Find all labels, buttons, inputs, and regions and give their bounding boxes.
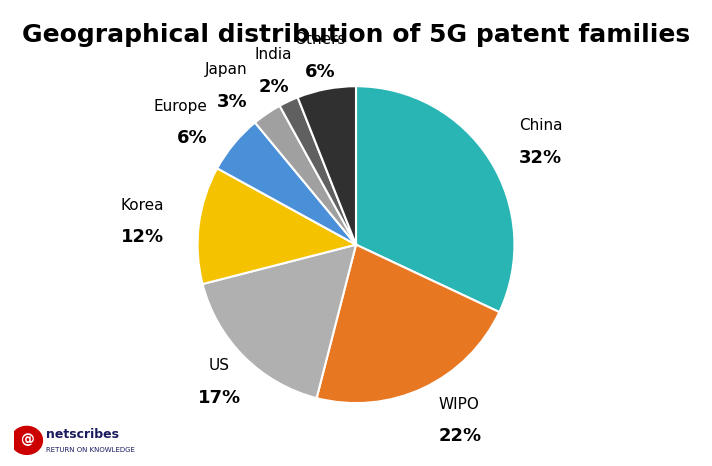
Text: India: India	[255, 47, 293, 62]
Text: RETURN ON KNOWLEDGE: RETURN ON KNOWLEDGE	[46, 447, 135, 453]
Text: 3%: 3%	[216, 93, 247, 111]
Text: WIPO: WIPO	[439, 397, 479, 411]
Wedge shape	[280, 97, 356, 245]
Wedge shape	[197, 168, 356, 284]
Text: netscribes: netscribes	[46, 428, 119, 441]
Text: US: US	[209, 358, 230, 373]
Text: 6%: 6%	[177, 130, 207, 147]
Text: 6%: 6%	[305, 63, 335, 81]
Wedge shape	[202, 245, 356, 398]
Circle shape	[11, 426, 43, 454]
Wedge shape	[356, 86, 515, 312]
Wedge shape	[317, 245, 499, 403]
Text: 17%: 17%	[198, 389, 241, 407]
Text: 12%: 12%	[121, 228, 164, 247]
Text: 32%: 32%	[519, 149, 562, 167]
Text: Europe: Europe	[153, 98, 207, 114]
Wedge shape	[255, 106, 356, 245]
Wedge shape	[217, 123, 356, 245]
Text: Others: Others	[294, 32, 345, 47]
Text: 2%: 2%	[258, 78, 289, 96]
Text: Japan: Japan	[205, 62, 247, 77]
Wedge shape	[298, 86, 356, 245]
Text: Geographical distribution of 5G patent families: Geographical distribution of 5G patent f…	[22, 23, 690, 48]
Text: Korea: Korea	[121, 198, 164, 212]
Text: @: @	[20, 433, 33, 447]
Text: China: China	[519, 118, 562, 133]
Text: 22%: 22%	[439, 427, 481, 445]
